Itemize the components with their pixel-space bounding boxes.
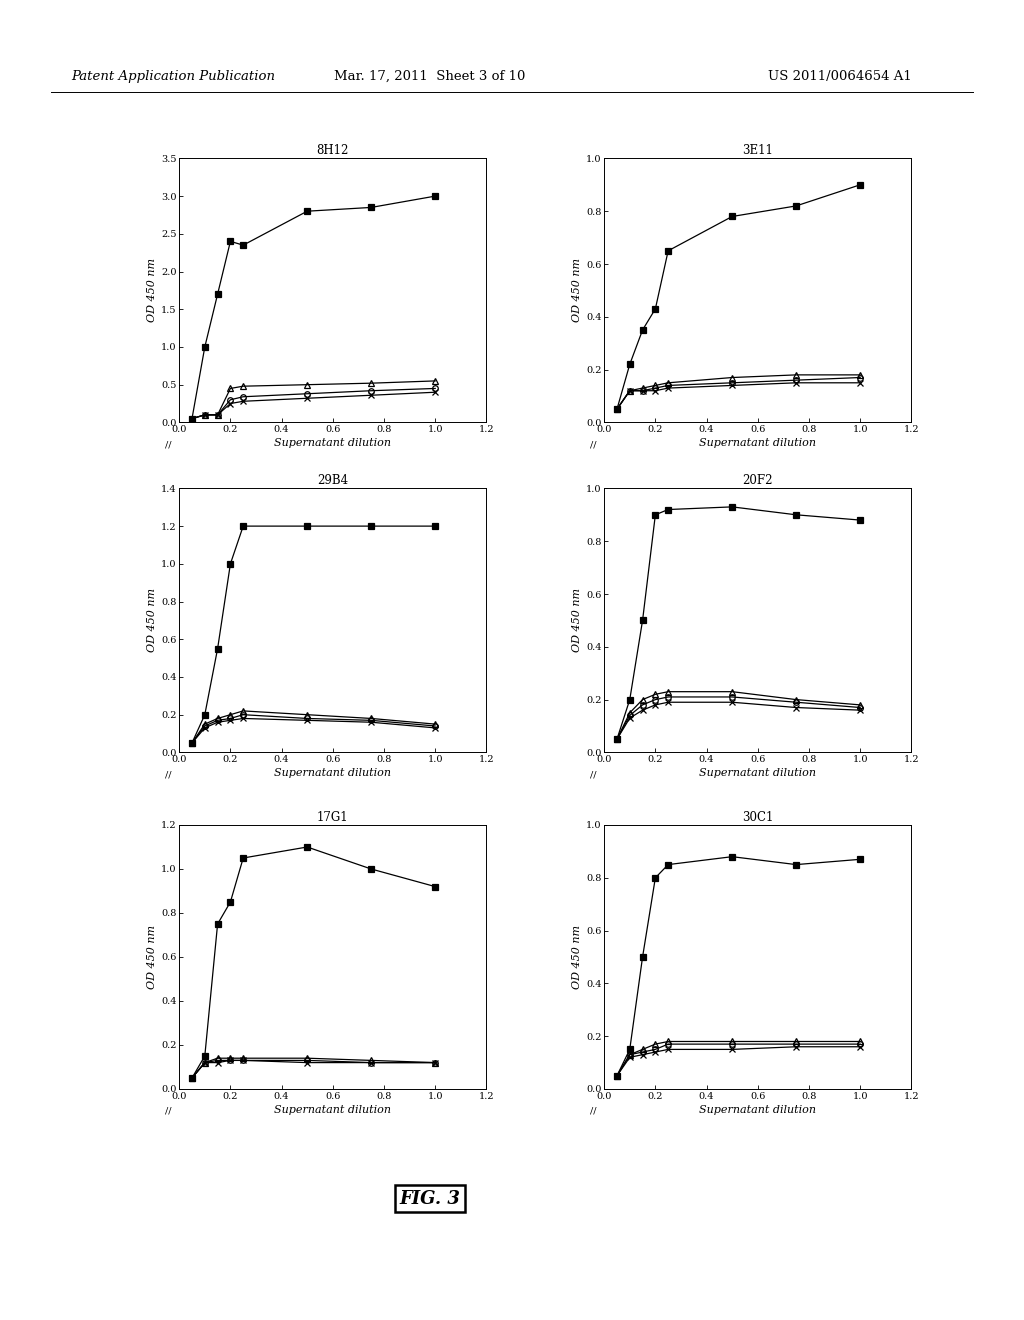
X-axis label: Supernatant dilution: Supernatant dilution [699,768,816,779]
Text: Patent Application Publication: Patent Application Publication [72,70,275,83]
Y-axis label: OD 450 nm: OD 450 nm [146,589,157,652]
Title: 17G1: 17G1 [317,810,348,824]
X-axis label: Supernatant dilution: Supernatant dilution [274,768,391,779]
Y-axis label: OD 450 nm: OD 450 nm [146,259,157,322]
Text: FIG. 3: FIG. 3 [399,1189,461,1208]
Title: 3E11: 3E11 [742,144,773,157]
Title: 29B4: 29B4 [317,474,348,487]
Text: //: // [590,1107,597,1115]
Text: Mar. 17, 2011  Sheet 3 of 10: Mar. 17, 2011 Sheet 3 of 10 [335,70,525,83]
Y-axis label: OD 450 nm: OD 450 nm [571,589,582,652]
Y-axis label: OD 450 nm: OD 450 nm [146,925,157,989]
Y-axis label: OD 450 nm: OD 450 nm [571,259,582,322]
Text: //: // [590,771,597,779]
Text: //: // [165,441,172,449]
Text: //: // [165,771,172,779]
Text: //: // [590,441,597,449]
X-axis label: Supernatant dilution: Supernatant dilution [699,1105,816,1115]
Title: 8H12: 8H12 [316,144,349,157]
Y-axis label: OD 450 nm: OD 450 nm [571,925,582,989]
Text: //: // [165,1107,172,1115]
Title: 20F2: 20F2 [742,474,773,487]
Title: 30C1: 30C1 [742,810,773,824]
X-axis label: Supernatant dilution: Supernatant dilution [274,438,391,449]
X-axis label: Supernatant dilution: Supernatant dilution [274,1105,391,1115]
X-axis label: Supernatant dilution: Supernatant dilution [699,438,816,449]
Text: US 2011/0064654 A1: US 2011/0064654 A1 [768,70,911,83]
